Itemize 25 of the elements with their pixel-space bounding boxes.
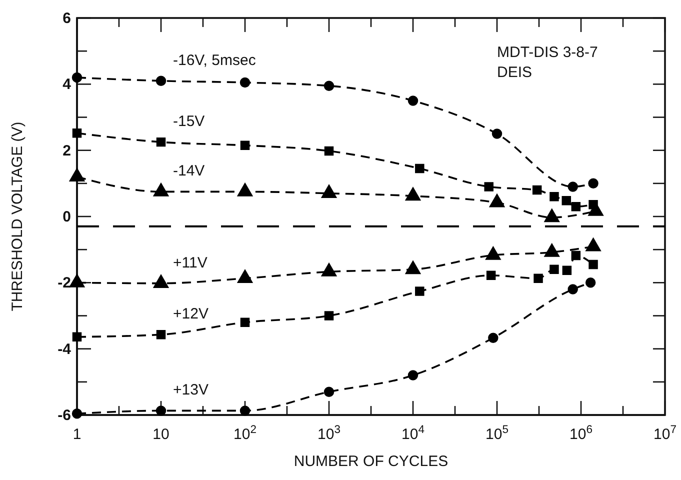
x-tick-label: 10$^{2}$: [234, 424, 256, 443]
x-tick-label: 10: [152, 426, 170, 443]
x-tick-label: 10$^{7}$: [654, 424, 676, 443]
x-axis-title: NUMBER OF CYCLES: [294, 453, 448, 470]
series-label: -14V: [173, 162, 205, 180]
x-tick-label: 10$^{6}$: [570, 424, 592, 443]
x-tick-label: 10$^{3}$: [318, 424, 340, 443]
y-axis-title: THRESHOLD VOLTAGE (V): [9, 122, 26, 312]
annotation: MDT-DIS 3-8-7: [497, 44, 598, 61]
y-tick-label: 0: [62, 208, 71, 226]
y-tick-label: -2: [58, 274, 71, 292]
series-label: -15V: [173, 113, 205, 130]
x-tick-label: 10$^{5}$: [486, 424, 508, 443]
series-label: +13V: [173, 382, 208, 399]
series-label: +12V: [173, 306, 208, 323]
x-tick-label: 1: [72, 426, 82, 443]
series-label: +11V: [173, 254, 208, 272]
y-tick-label: -4: [58, 340, 72, 358]
annotation: DEIS: [497, 64, 532, 81]
y-tick-label: 6: [62, 10, 71, 27]
y-tick-label: -6: [58, 407, 71, 424]
x-tick-label: 10$^{4}$: [402, 424, 424, 443]
y-tick-label: 4: [62, 76, 72, 94]
y-tick-label: 2: [62, 142, 71, 160]
series-label: -16V, 5msec: [173, 52, 256, 69]
